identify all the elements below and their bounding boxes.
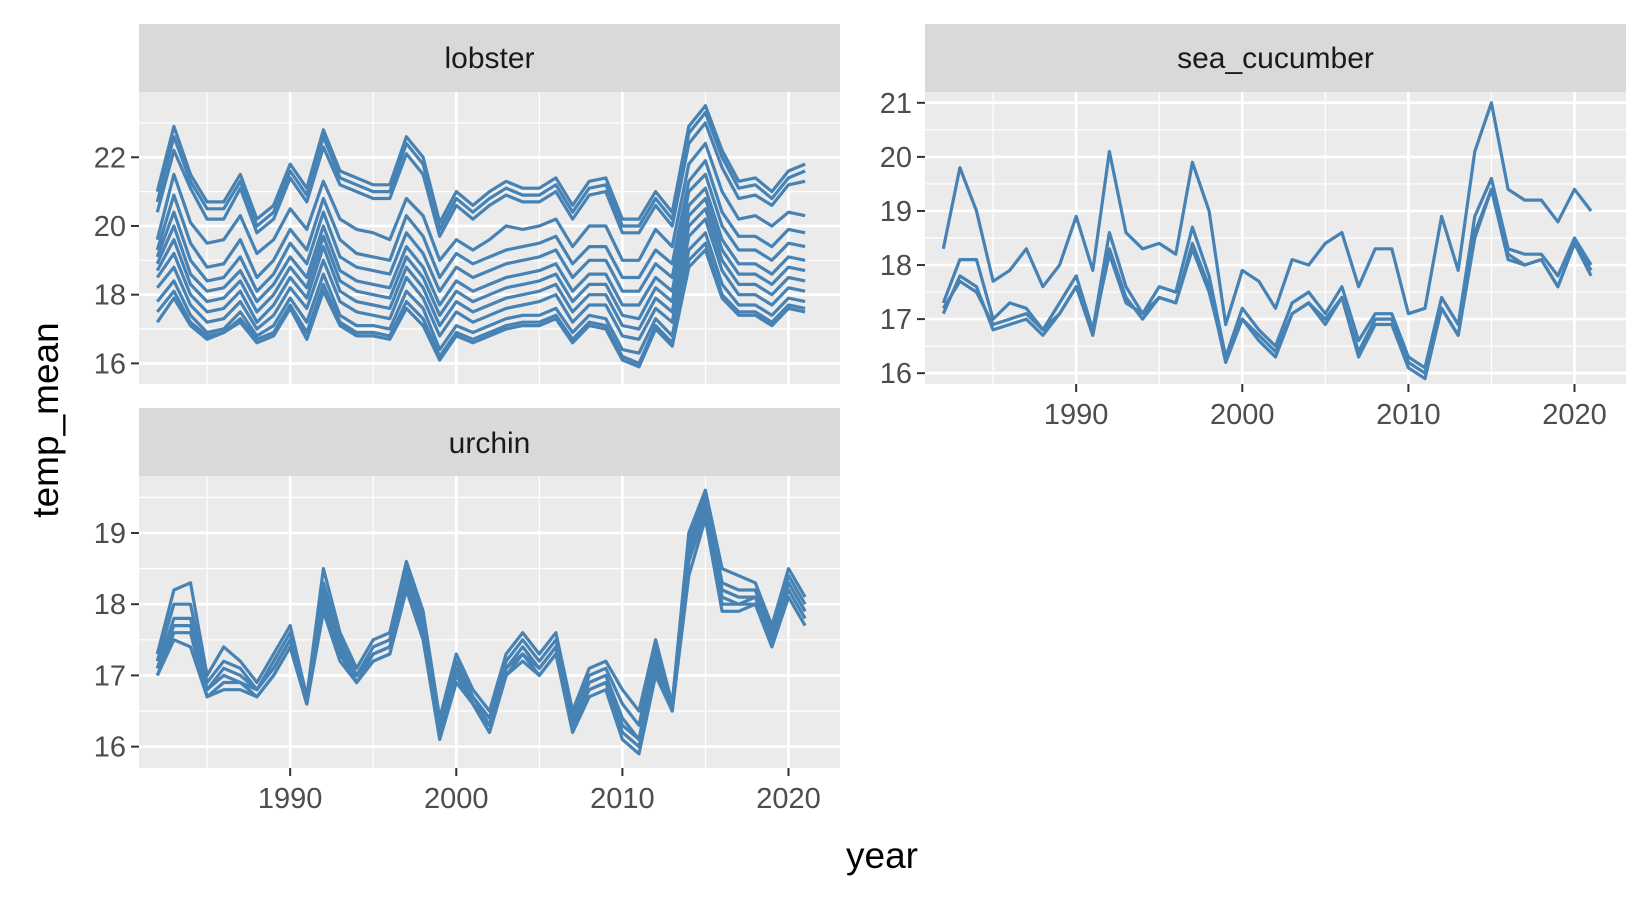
- series-line-lobster-5: [155, 159, 806, 280]
- y-tick-label: 21: [880, 88, 912, 120]
- series-line-lobster-13: [155, 248, 806, 369]
- series-lines-lobster: [155, 104, 806, 369]
- gridlines-urchin: [139, 476, 840, 768]
- facet-urchin: urchin 16 17 18 19 1990 2000 2010 2020: [94, 408, 840, 815]
- series-line-urchin-6: [155, 510, 807, 742]
- series-line-urchin-1: [155, 488, 807, 720]
- y-tick-label: 17: [880, 304, 912, 336]
- x-tick-label: 2010: [1376, 399, 1441, 431]
- x-tick-label: 2020: [756, 783, 821, 815]
- series-line-lobster-1: [155, 104, 806, 225]
- y-axis-sea-cucumber: 16 17 18 19 20 21: [880, 88, 925, 390]
- y-tick-label: 22: [94, 142, 126, 174]
- series-line-sea_cucumber-2: [941, 176, 1593, 370]
- strip-label-urchin: urchin: [449, 427, 531, 460]
- series-line-lobster-8: [155, 196, 806, 321]
- series-line-lobster-6: [155, 172, 806, 293]
- y-tick-label: 16: [94, 732, 126, 764]
- series-line-lobster-9: [155, 207, 806, 331]
- series-line-sea_cucumber-4: [941, 187, 1593, 375]
- facet-lobster: lobster 16 18 20 22: [94, 24, 840, 384]
- y-axis-urchin: 16 17 18 19: [94, 518, 139, 764]
- series-line-lobster-4: [155, 141, 806, 262]
- series-line-lobster-7: [155, 186, 806, 307]
- y-tick-label: 20: [94, 211, 126, 243]
- y-tick-label: 18: [94, 589, 126, 621]
- y-tick-label: 19: [94, 518, 126, 550]
- y-tick-label: 19: [880, 196, 912, 228]
- series-line-lobster-3: [155, 121, 806, 238]
- x-axis-urchin: 1990 2000 2010 2020: [258, 768, 821, 815]
- x-tick-label: 2010: [590, 783, 655, 815]
- series-line-lobster-2: [155, 110, 806, 231]
- series-line-urchin-2: [155, 495, 807, 727]
- x-tick-label: 2000: [1210, 399, 1275, 431]
- series-lines-sea-cucumber: [941, 101, 1593, 381]
- strip-background-sea-cucumber: [925, 24, 1626, 92]
- x-tick-label: 2000: [424, 783, 489, 815]
- series-line-lobster-10: [156, 217, 806, 341]
- series-line-urchin-5: [155, 517, 807, 756]
- strip-label-sea-cucumber: sea_cucumber: [1177, 42, 1374, 75]
- y-tick-label: 18: [94, 280, 126, 312]
- series-line-lobster-12: [156, 241, 806, 365]
- series-line-sea_cucumber-1: [941, 101, 1593, 327]
- facet-sea-cucumber: sea_cucumber 16 17 18 19 20 21 1990 2000 2010 20…: [880, 24, 1626, 431]
- y-tick-label: 20: [880, 142, 912, 174]
- x-tick-label: 2020: [1542, 399, 1607, 431]
- series-lines-urchin: [155, 488, 807, 756]
- strip-background-urchin: [139, 408, 840, 476]
- x-tick-label: 1990: [1044, 399, 1109, 431]
- y-tick-label: 16: [880, 358, 912, 390]
- y-axis-title: temp_mean: [25, 322, 66, 517]
- series-line-lobster-11: [156, 231, 806, 355]
- x-axis-sea-cucumber: 1990 2000 2010 2020: [1044, 384, 1607, 431]
- y-axis-lobster: 16 18 20 22: [94, 142, 139, 380]
- y-tick-label: 17: [94, 660, 126, 692]
- strip-background-lobster: [139, 24, 840, 92]
- y-tick-label: 18: [880, 250, 912, 282]
- x-tick-label: 1990: [258, 783, 323, 815]
- y-tick-label: 16: [94, 348, 126, 380]
- x-axis-title: year: [846, 835, 918, 876]
- strip-label-lobster: lobster: [444, 42, 534, 75]
